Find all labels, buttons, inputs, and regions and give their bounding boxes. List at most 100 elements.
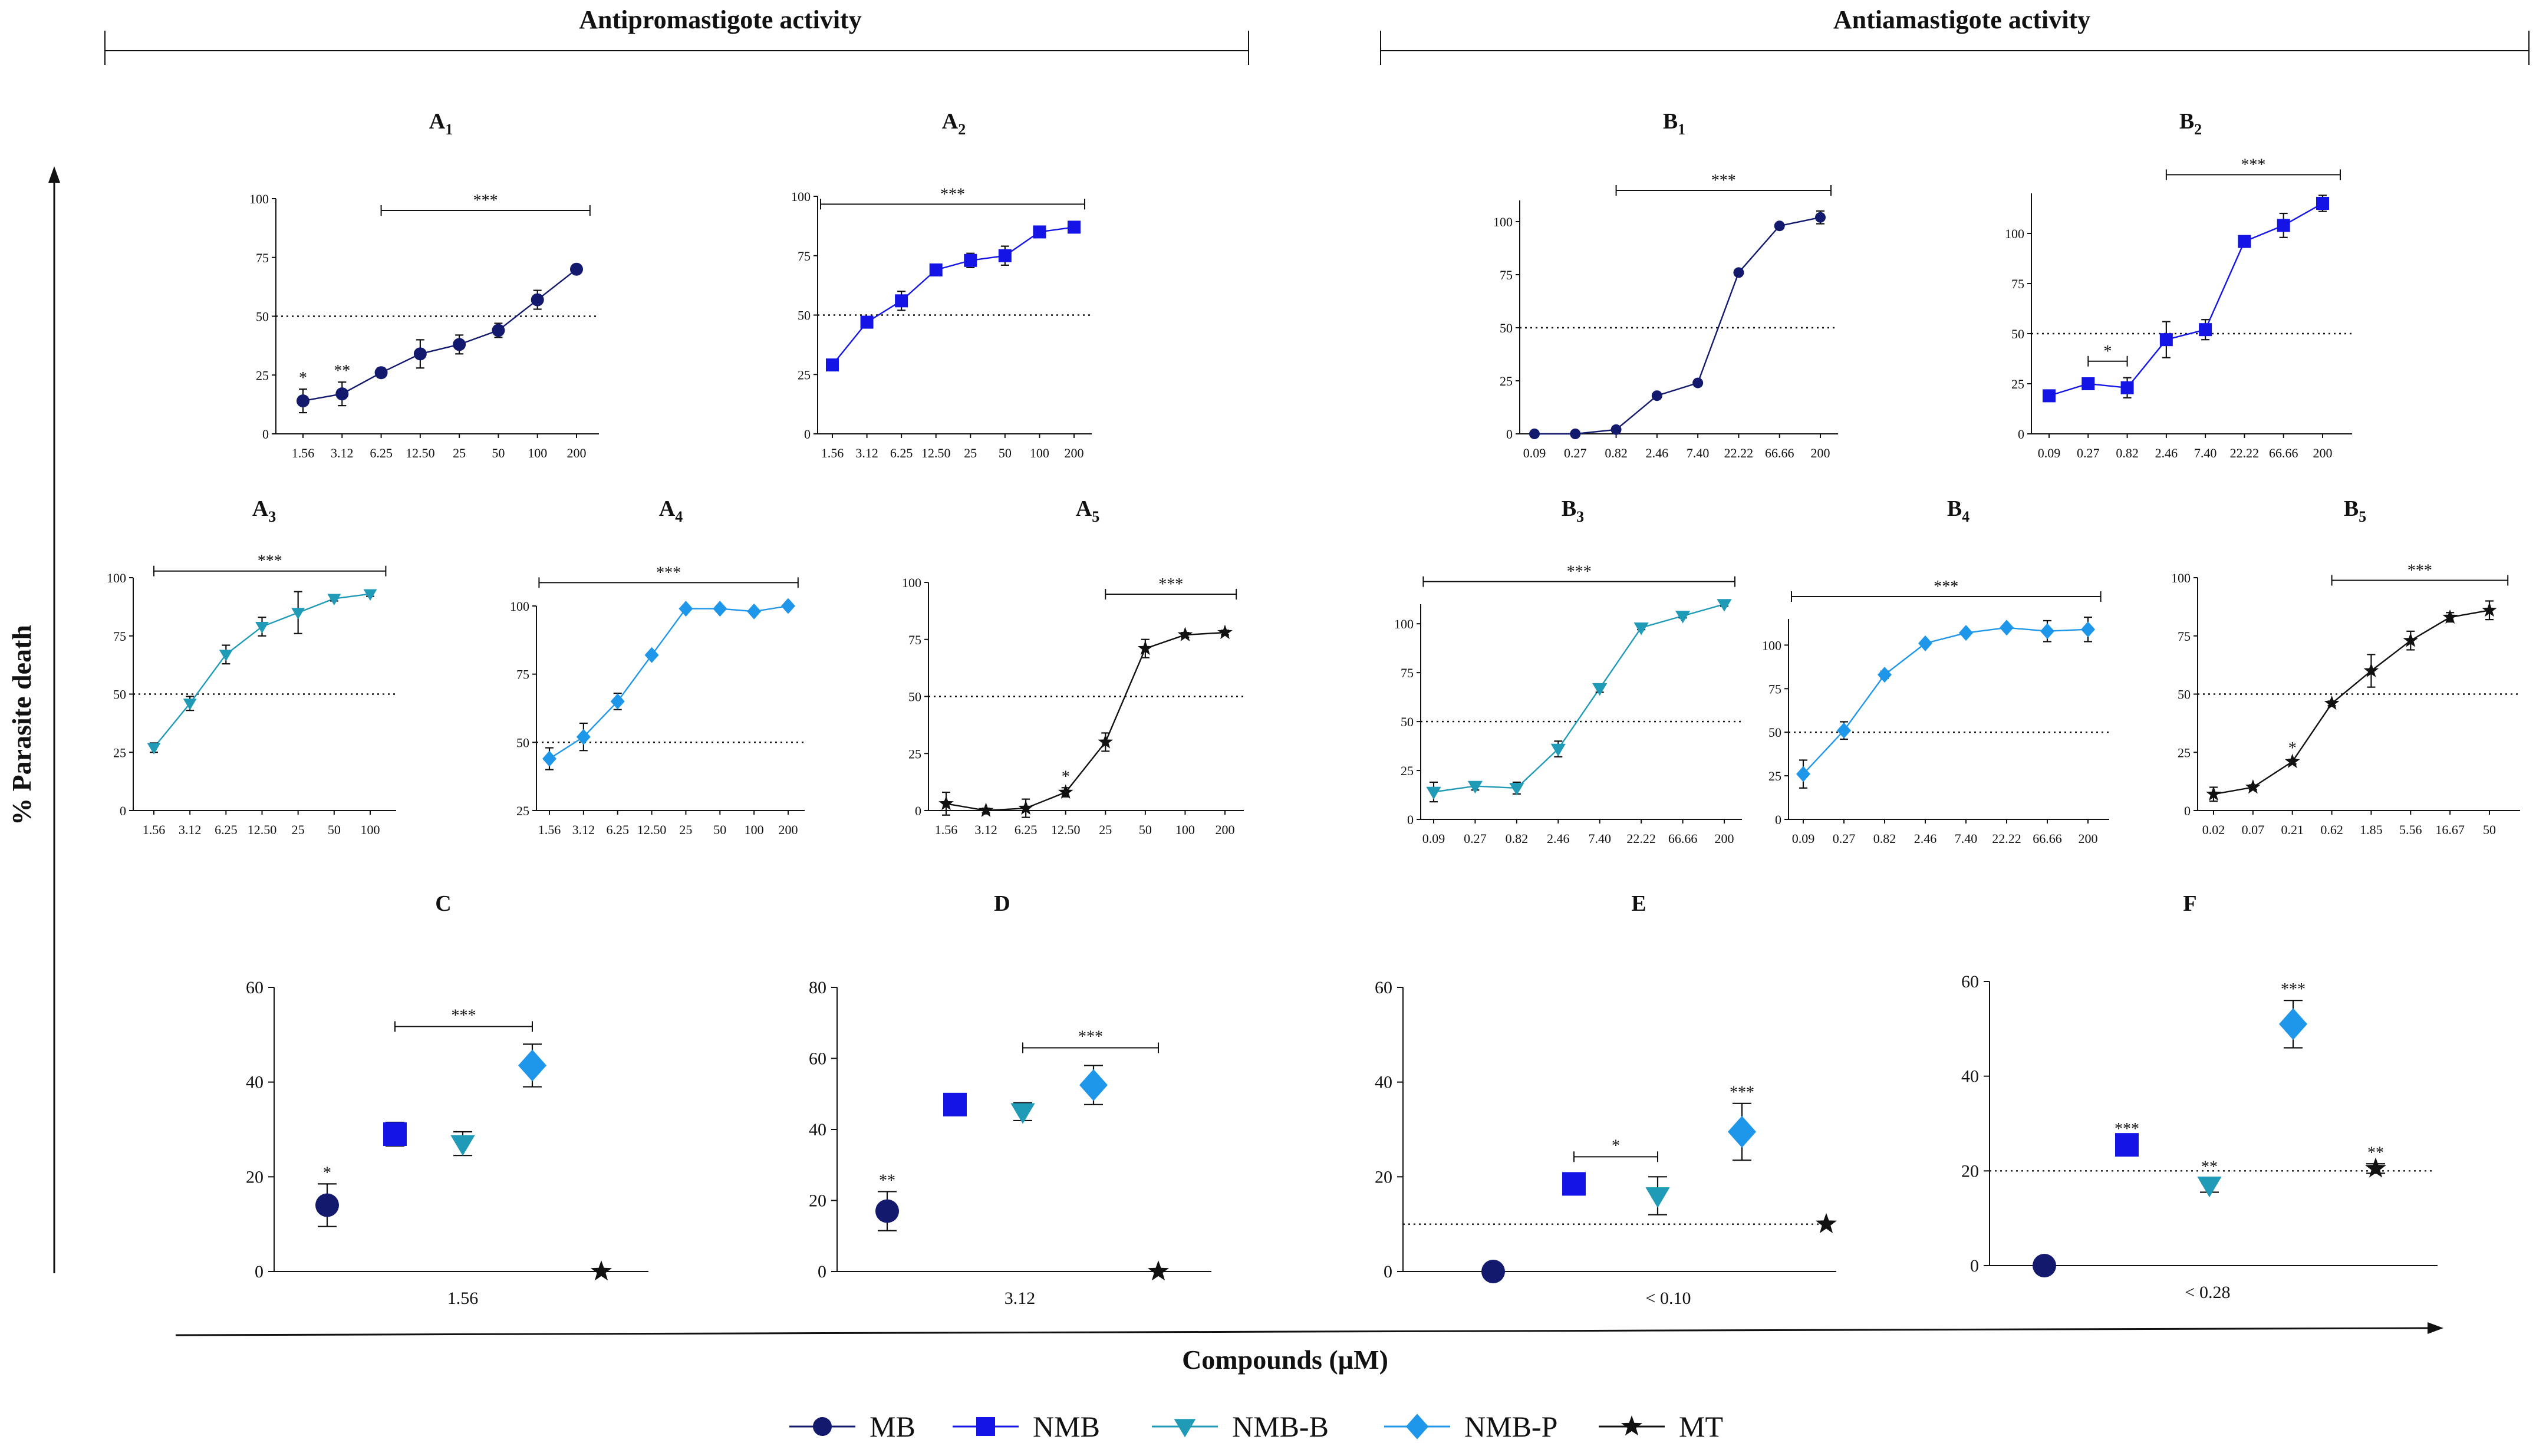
data-point: [1426, 786, 1441, 800]
data-point-nmb: [2115, 1133, 2139, 1157]
x-tick-label: 1.56: [935, 822, 958, 837]
x-tick-label: 2.46: [2155, 446, 2178, 460]
data-point: [255, 621, 269, 634]
data-point-mt: [1816, 1213, 1837, 1233]
data-point: [713, 601, 727, 617]
x-tick-label: 7.40: [2194, 446, 2217, 460]
data-point: [1878, 667, 1892, 683]
data-point: [2199, 323, 2212, 337]
x-tick-label: 12.50: [248, 822, 277, 837]
data-point: [147, 743, 161, 755]
x-tick-label: 3.12: [572, 822, 595, 837]
data-point: [1068, 220, 1081, 234]
x-tick-label: 12.50: [921, 446, 951, 460]
y-tick-label: 50: [256, 309, 269, 324]
panel-title: B1: [1663, 109, 1685, 138]
legend-item-nmb-b: NMB-B: [1152, 1410, 1329, 1443]
data-point-nmb-b: [450, 1135, 475, 1156]
y-tick-label: 50: [1500, 321, 1513, 335]
x-tick-label: 12.50: [1051, 822, 1081, 837]
data-point: [335, 387, 349, 401]
x-tick-label: 0.09: [1523, 446, 1546, 460]
x-tick-label: 16.67: [2435, 822, 2465, 837]
panel-title-subscript: 3: [268, 508, 276, 525]
data-point: [413, 347, 427, 361]
data-point: [1837, 722, 1851, 739]
data-point-mb: [315, 1193, 339, 1217]
significance-mark: *: [299, 369, 307, 387]
x-tick-label: 25: [964, 446, 977, 460]
data-point: [2482, 602, 2497, 617]
significance-mark: ***: [1158, 575, 1183, 594]
panel-title: A2: [942, 109, 966, 138]
x-tick-label: 50: [2483, 822, 2496, 837]
significance-mark: ***: [656, 564, 681, 582]
significance-mark: ***: [2115, 1120, 2139, 1138]
significance-mark: **: [2201, 1158, 2218, 1176]
y-tick-label: 75: [798, 249, 811, 263]
y-tick-label: 0: [120, 803, 126, 818]
legend-item-nmb: NMB: [953, 1410, 1100, 1443]
data-point: [1592, 683, 1608, 696]
x-tick-label: 22.22: [1626, 831, 1656, 846]
data-point: [1467, 780, 1483, 794]
data-point-mt: [1148, 1260, 1169, 1281]
data-point-nmb: [943, 1092, 967, 1116]
y-tick-label: 75: [1768, 681, 1781, 696]
data-point: [2284, 753, 2300, 768]
data-point: [860, 315, 874, 329]
y-tick-label: 25: [2178, 745, 2191, 760]
x-tick-label: 1.56: [821, 446, 844, 460]
significance-mark: *: [2288, 739, 2297, 757]
panel-title-subscript: 4: [675, 508, 683, 525]
y-tick-label: 100: [1394, 617, 1414, 631]
x-tick-label: 0.02: [2202, 822, 2225, 837]
x-tick-label: 7.40: [1955, 831, 1978, 846]
data-point: [1529, 429, 1540, 439]
y-tick-label: 50: [113, 687, 126, 702]
data-point: [570, 262, 583, 276]
significance-mark: ***: [258, 552, 282, 571]
panel-title-subscript: 5: [1092, 508, 1099, 525]
y-tick-label: 75: [1401, 666, 1414, 680]
y-tick-label: 0: [2184, 803, 2191, 818]
section-title-antipromastigote: Antipromastigote activity: [579, 5, 861, 34]
data-point: [1918, 635, 1932, 651]
series-line: [2213, 610, 2490, 795]
y-tick-label: 25: [798, 367, 811, 382]
data-point: [1633, 622, 1649, 635]
section-antiamastigote: Antiamastigote activity: [1380, 5, 2530, 65]
y-tick-label: 75: [908, 633, 921, 647]
y-tick-label: 0: [915, 803, 921, 818]
data-point: [1733, 267, 1744, 278]
x-tick-label: 25: [292, 822, 305, 837]
series-line: [1534, 216, 1821, 435]
data-point: [1796, 766, 1810, 782]
data-point: [327, 594, 341, 606]
data-point: [219, 650, 233, 661]
data-point: [1098, 734, 1114, 749]
x-tick-label: 2.46: [1914, 831, 1937, 846]
y-tick-label: 0: [1384, 1262, 1392, 1282]
data-point: [826, 358, 839, 372]
x-category-label: 3.12: [1004, 1289, 1036, 1308]
y-tick-label: 75: [2011, 276, 2024, 291]
data-point: [2442, 609, 2458, 624]
data-point-nmb-p: [1079, 1069, 1108, 1101]
data-point: [610, 693, 625, 710]
series-line: [946, 631, 1226, 812]
panel-title: A5: [1076, 496, 1099, 525]
data-point: [2081, 621, 2095, 638]
data-point: [453, 338, 466, 351]
panel-title: A4: [659, 496, 683, 525]
y-axis-label: % Parasite death: [6, 625, 37, 825]
x-tick-label: 12.50: [406, 446, 435, 460]
data-point: [531, 293, 544, 307]
data-point-mt: [2365, 1157, 2386, 1178]
x-tick-label: 66.66: [2269, 446, 2298, 460]
y-tick-label: 100: [1493, 215, 1513, 229]
data-point: [679, 601, 693, 617]
y-tick-label: 25: [1768, 769, 1781, 783]
x-tick-label: 0.27: [1464, 831, 1487, 846]
